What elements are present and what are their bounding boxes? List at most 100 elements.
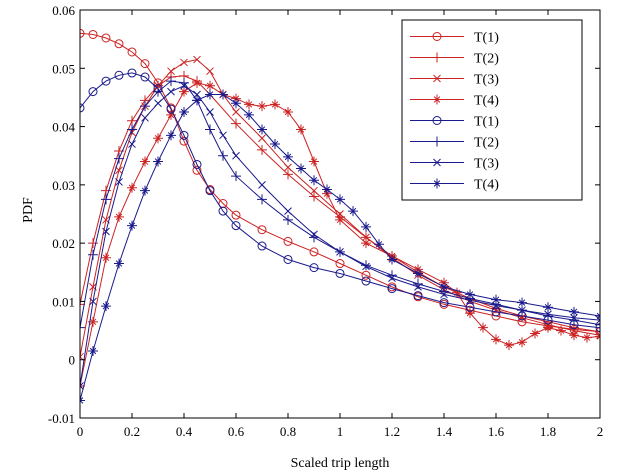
data-point <box>440 290 448 299</box>
data-point <box>101 76 111 86</box>
data-point <box>504 340 514 351</box>
x-tick-label: 1 <box>337 424 344 439</box>
data-point <box>101 194 111 205</box>
series-line <box>80 72 600 329</box>
data-point <box>309 191 319 202</box>
data-point <box>231 221 241 231</box>
data-point <box>140 59 150 69</box>
data-point <box>140 185 150 196</box>
x-tick-label: 0.8 <box>280 424 296 439</box>
data-point <box>232 151 240 160</box>
legend-marker <box>433 158 441 167</box>
data-point <box>140 156 150 167</box>
data-point <box>88 249 98 260</box>
data-point <box>192 95 202 106</box>
data-point <box>166 109 176 120</box>
data-point <box>362 233 370 242</box>
data-point <box>530 328 540 339</box>
x-tick-label: 0.4 <box>176 424 193 439</box>
data-point <box>114 70 124 80</box>
data-point <box>517 297 527 308</box>
data-point <box>348 206 358 217</box>
data-point <box>361 276 371 286</box>
legend-marker <box>432 116 442 125</box>
data-point <box>80 382 84 390</box>
data-point <box>258 134 266 143</box>
data-point <box>309 247 319 257</box>
legend-label: T(1) <box>474 115 499 130</box>
legend-item: T(3) <box>410 73 499 88</box>
data-point <box>270 139 280 150</box>
data-point <box>205 124 215 135</box>
x-axis-title: Scaled trip length <box>291 456 390 471</box>
data-point <box>544 310 552 319</box>
y-axis-title: PDF <box>21 197 36 223</box>
data-point <box>140 101 150 112</box>
legend-marker <box>432 94 442 105</box>
data-point <box>491 334 501 345</box>
data-point <box>595 319 600 330</box>
data-point <box>80 103 85 113</box>
data-point <box>284 207 292 215</box>
data-point <box>284 163 292 172</box>
data-point <box>336 248 344 256</box>
data-point <box>167 67 175 76</box>
data-point <box>336 210 344 218</box>
data-point <box>101 33 111 43</box>
data-point <box>257 241 267 251</box>
data-point <box>231 210 241 220</box>
data-point <box>570 313 578 322</box>
y-tick-label: 0 <box>69 353 76 368</box>
data-point <box>102 227 110 236</box>
legend-item: T(1) <box>410 115 499 130</box>
data-point <box>80 28 85 38</box>
data-point <box>128 140 136 148</box>
data-point <box>257 194 267 205</box>
data-point <box>387 254 397 265</box>
legend-item: T(4) <box>410 94 499 109</box>
data-point <box>309 156 319 167</box>
legend-item: T(2) <box>410 136 499 151</box>
data-point <box>518 306 526 315</box>
data-point <box>127 182 137 193</box>
legend-box <box>401 19 583 201</box>
data-point <box>466 296 474 305</box>
data-point <box>335 194 345 205</box>
data-point <box>543 322 553 333</box>
data-point <box>257 225 267 235</box>
data-point <box>296 163 306 174</box>
data-point <box>154 81 162 90</box>
data-point <box>413 291 423 301</box>
y-tick-label: 0.02 <box>52 236 75 251</box>
data-point <box>218 150 228 161</box>
data-point <box>465 289 475 300</box>
legend-marker <box>432 52 442 63</box>
data-point <box>595 323 600 333</box>
data-point <box>101 185 111 196</box>
data-point <box>140 72 150 82</box>
data-point <box>231 118 241 129</box>
data-point <box>244 109 254 120</box>
legend-item: T(4) <box>410 178 499 193</box>
data-point <box>283 254 293 264</box>
series-8 <box>80 89 600 406</box>
data-point <box>206 108 214 116</box>
data-point <box>205 89 215 100</box>
data-point <box>543 311 553 321</box>
data-point <box>192 77 202 88</box>
x-tick-label: 1.6 <box>488 424 505 439</box>
data-point <box>166 104 176 114</box>
data-point <box>309 263 319 273</box>
data-point <box>543 302 553 313</box>
data-point <box>270 99 280 110</box>
legend-label: T(1) <box>474 31 499 46</box>
data-point <box>439 298 449 308</box>
data-point <box>167 87 175 96</box>
data-point <box>309 175 319 186</box>
data-point <box>114 39 124 49</box>
data-point <box>335 268 345 278</box>
data-point <box>310 230 318 239</box>
data-point <box>596 331 600 340</box>
series-7 <box>80 81 600 390</box>
data-point <box>80 352 84 361</box>
